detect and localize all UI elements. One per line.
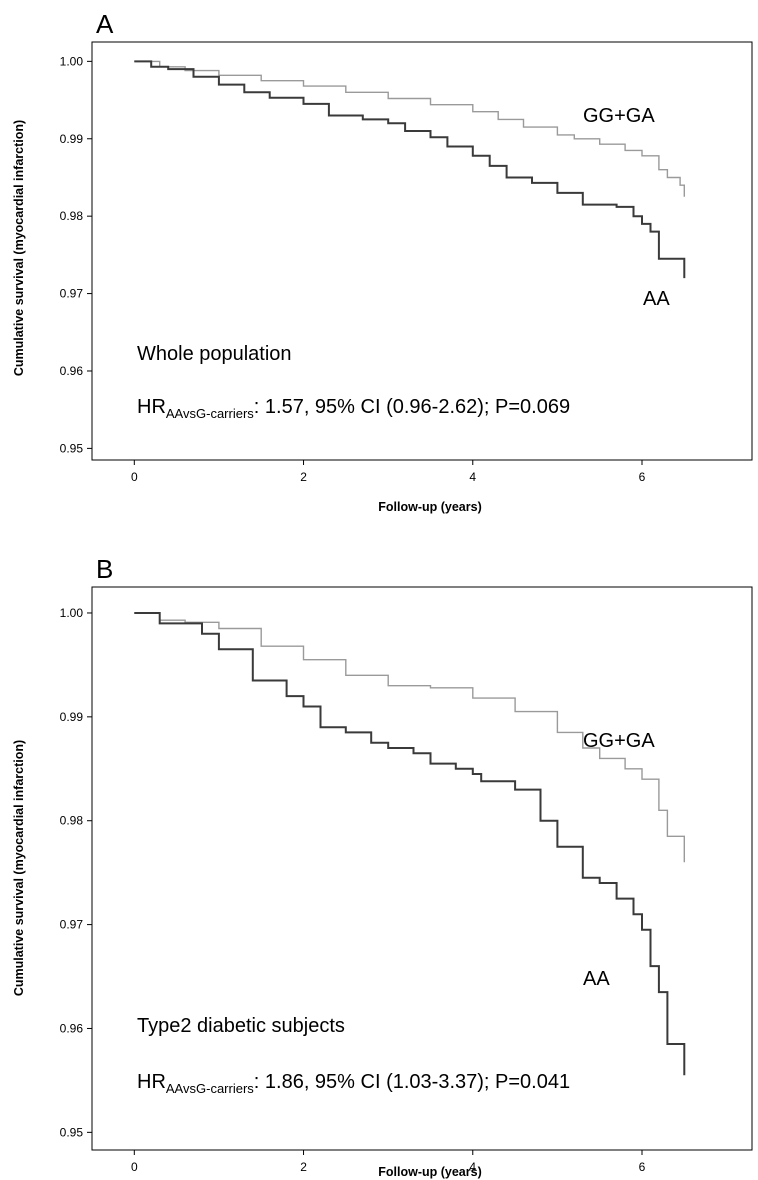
panel-a-letter: A	[96, 9, 114, 39]
panel-b-letter: B	[96, 554, 113, 584]
panel-a-y-axis-title: Cumulative survival (myocardial infarcti…	[12, 120, 26, 376]
panel-b-hazard-ratio: HRAAvsG-carriers: 1.86, 95% CI (1.03-3.3…	[137, 1071, 570, 1096]
panel-b-y-tick-label: 0.95	[60, 1125, 84, 1139]
panel-b-x-tick-label: 4	[469, 1160, 476, 1174]
panel-a-hr-text: : 1.57, 95% CI (0.96-2.62); P=0.069	[254, 396, 570, 418]
panel-a-y-tick-label: 0.96	[60, 364, 84, 378]
panel-b-x-tick-label: 0	[131, 1160, 138, 1174]
panel-b-y-tick-label: 0.98	[60, 814, 84, 828]
panel-b-y-axis-title: Cumulative survival (myocardial infarcti…	[12, 740, 26, 996]
panel-b-subgroup-label: Type2 diabetic subjects	[137, 1015, 345, 1037]
panel-b-y-ticks: 0.95 0.96 0.97 0.98 0.99 1.00	[60, 606, 92, 1139]
panel-a-curve-aa	[134, 60, 686, 279]
panel-a-plot-frame	[91, 41, 753, 461]
panel-a-y-tick-label: 1.00	[60, 54, 84, 68]
panel-b-x-axis-title: Follow-up (years)	[378, 1165, 481, 1179]
panel-a-y-tick-label: 0.95	[60, 441, 84, 455]
panel-b-series-label-aa: AA	[583, 968, 610, 990]
panel-a-x-ticks: 0 2 4 6	[131, 460, 646, 484]
panel-b: B 0.95 0.96 0.97 0.98 0.99 1.00 0 2 4 6 Follow-u…	[12, 554, 753, 1179]
panel-a-hr-subscript: AAvsG-carriers	[166, 406, 254, 421]
panel-b-curve-aa	[134, 612, 686, 1076]
panel-b-y-tick-label: 0.99	[60, 710, 84, 724]
panel-a-curves	[134, 60, 686, 279]
panel-a-x-tick-label: 4	[469, 470, 476, 484]
panel-b-x-tick-label: 6	[639, 1160, 646, 1174]
panel-a-curve-gg-ga	[134, 60, 685, 197]
panel-b-x-tick-label: 2	[300, 1160, 307, 1174]
panel-b-series-label-gg-ga: GG+GA	[583, 730, 655, 752]
panel-b-curves	[134, 612, 686, 1076]
panel-a-x-tick-label: 0	[131, 470, 138, 484]
panel-b-hr-text: : 1.86, 95% CI (1.03-3.37); P=0.041	[254, 1071, 570, 1093]
panel-a-y-ticks: 0.95 0.96 0.97 0.98 0.99 1.00	[60, 54, 92, 455]
panel-b-y-tick-label: 1.00	[60, 606, 84, 620]
panel-a-subgroup-label: Whole population	[137, 343, 292, 365]
panel-a-series-label-aa: AA	[643, 288, 670, 310]
panel-a-y-tick-label: 0.98	[60, 209, 84, 223]
panel-a: A 0.95 0.96 0.97 0.98 0.99 1.00 0 2 4 6 Follow-u…	[12, 9, 753, 514]
panel-a-x-tick-label: 2	[300, 470, 307, 484]
panel-a-x-tick-label: 6	[639, 470, 646, 484]
panel-a-y-tick-label: 0.97	[60, 287, 84, 301]
panel-b-plot-frame	[91, 586, 753, 1151]
panel-b-curve-gg-ga	[134, 612, 685, 863]
panel-b-y-tick-label: 0.97	[60, 918, 84, 932]
panel-b-hr-prefix: HR	[137, 1071, 166, 1093]
panel-a-hr-prefix: HR	[137, 396, 166, 418]
panel-b-x-ticks: 0 2 4 6	[131, 1150, 646, 1174]
panel-a-x-axis-title: Follow-up (years)	[378, 500, 481, 514]
panel-a-series-label-gg-ga: GG+GA	[583, 105, 655, 127]
panel-a-y-tick-label: 0.99	[60, 132, 84, 146]
panel-a-hazard-ratio: HRAAvsG-carriers: 1.57, 95% CI (0.96-2.6…	[137, 396, 570, 421]
panel-b-y-tick-label: 0.96	[60, 1021, 84, 1035]
panel-b-hr-subscript: AAvsG-carriers	[166, 1081, 254, 1096]
